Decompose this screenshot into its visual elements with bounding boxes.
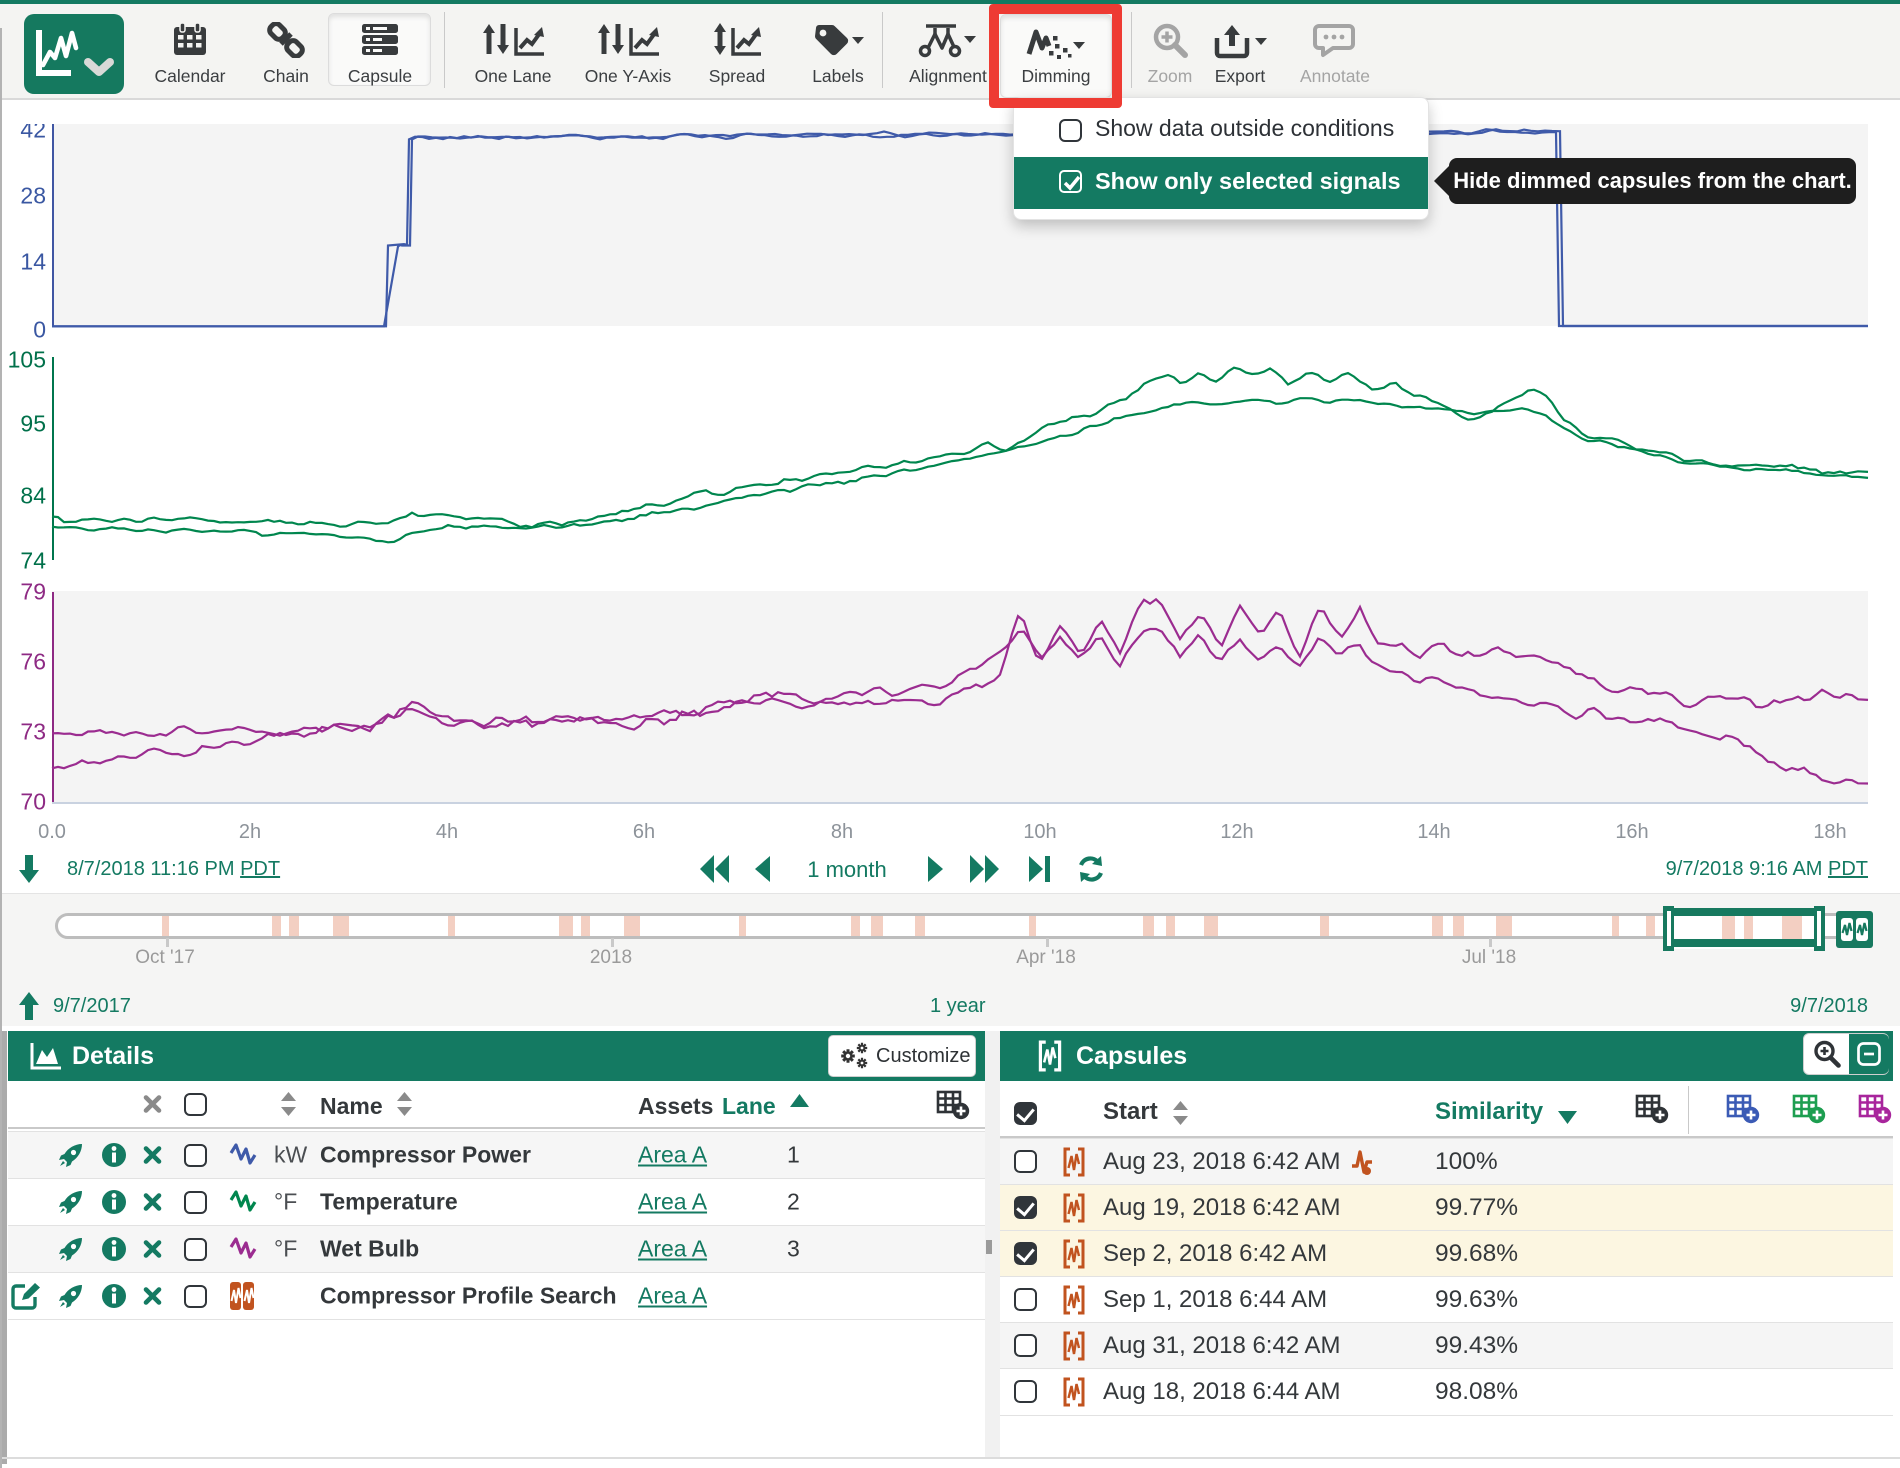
svg-text:1 month: 1 month [807, 857, 887, 882]
